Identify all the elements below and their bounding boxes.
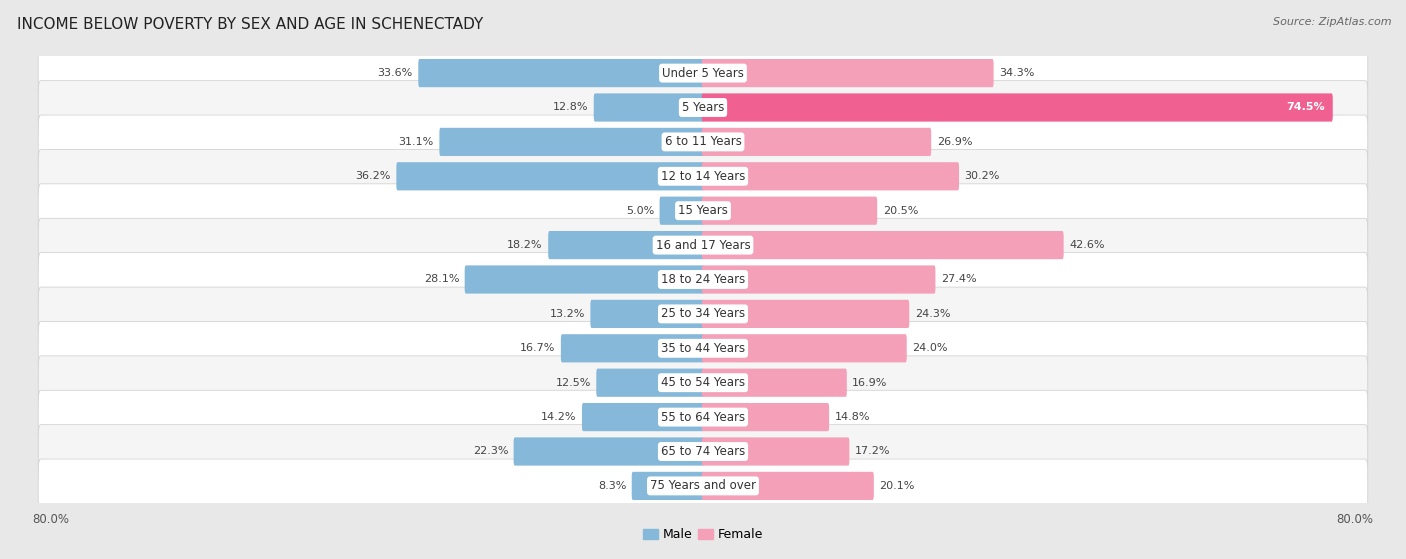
FancyBboxPatch shape	[38, 425, 1368, 479]
Text: Source: ZipAtlas.com: Source: ZipAtlas.com	[1274, 17, 1392, 27]
FancyBboxPatch shape	[38, 149, 1368, 203]
FancyBboxPatch shape	[631, 472, 704, 500]
Text: 36.2%: 36.2%	[356, 171, 391, 181]
Text: 27.4%: 27.4%	[941, 274, 977, 285]
FancyBboxPatch shape	[464, 266, 704, 293]
FancyBboxPatch shape	[38, 253, 1368, 306]
FancyBboxPatch shape	[38, 321, 1368, 375]
Legend: Male, Female: Male, Female	[638, 523, 768, 546]
Text: 16 and 17 Years: 16 and 17 Years	[655, 239, 751, 252]
Text: 34.3%: 34.3%	[1000, 68, 1035, 78]
Text: 25 to 34 Years: 25 to 34 Years	[661, 307, 745, 320]
FancyBboxPatch shape	[38, 46, 1368, 100]
FancyBboxPatch shape	[38, 218, 1368, 272]
Text: 14.2%: 14.2%	[541, 412, 576, 422]
Text: 45 to 54 Years: 45 to 54 Years	[661, 376, 745, 389]
FancyBboxPatch shape	[513, 437, 704, 466]
Text: 12.8%: 12.8%	[553, 102, 588, 112]
FancyBboxPatch shape	[702, 231, 1064, 259]
Text: 65 to 74 Years: 65 to 74 Years	[661, 445, 745, 458]
Text: 13.2%: 13.2%	[550, 309, 585, 319]
Text: 20.1%: 20.1%	[879, 481, 915, 491]
Text: 35 to 44 Years: 35 to 44 Years	[661, 342, 745, 355]
Text: 12 to 14 Years: 12 to 14 Years	[661, 170, 745, 183]
Text: 14.8%: 14.8%	[835, 412, 870, 422]
FancyBboxPatch shape	[702, 334, 907, 362]
FancyBboxPatch shape	[702, 368, 846, 397]
FancyBboxPatch shape	[702, 437, 849, 466]
FancyBboxPatch shape	[702, 300, 910, 328]
FancyBboxPatch shape	[659, 197, 704, 225]
FancyBboxPatch shape	[702, 93, 1333, 122]
FancyBboxPatch shape	[702, 162, 959, 191]
Text: 55 to 64 Years: 55 to 64 Years	[661, 411, 745, 424]
Text: 80.0%: 80.0%	[1337, 513, 1374, 527]
Text: 6 to 11 Years: 6 to 11 Years	[665, 135, 741, 148]
FancyBboxPatch shape	[582, 403, 704, 431]
FancyBboxPatch shape	[593, 93, 704, 122]
FancyBboxPatch shape	[702, 472, 875, 500]
Text: Under 5 Years: Under 5 Years	[662, 67, 744, 79]
FancyBboxPatch shape	[702, 403, 830, 431]
Text: 12.5%: 12.5%	[555, 378, 591, 388]
FancyBboxPatch shape	[548, 231, 704, 259]
FancyBboxPatch shape	[561, 334, 704, 362]
FancyBboxPatch shape	[439, 128, 704, 156]
FancyBboxPatch shape	[38, 390, 1368, 444]
Text: 42.6%: 42.6%	[1069, 240, 1105, 250]
FancyBboxPatch shape	[591, 300, 704, 328]
FancyBboxPatch shape	[596, 368, 704, 397]
Text: 80.0%: 80.0%	[32, 513, 69, 527]
Text: 31.1%: 31.1%	[399, 137, 434, 147]
Text: 24.3%: 24.3%	[915, 309, 950, 319]
FancyBboxPatch shape	[38, 115, 1368, 169]
Text: INCOME BELOW POVERTY BY SEX AND AGE IN SCHENECTADY: INCOME BELOW POVERTY BY SEX AND AGE IN S…	[17, 17, 484, 32]
Text: 8.3%: 8.3%	[598, 481, 626, 491]
Text: 22.3%: 22.3%	[472, 447, 508, 457]
Text: 16.7%: 16.7%	[520, 343, 555, 353]
FancyBboxPatch shape	[702, 128, 931, 156]
Text: 24.0%: 24.0%	[912, 343, 948, 353]
Text: 5.0%: 5.0%	[626, 206, 654, 216]
FancyBboxPatch shape	[38, 184, 1368, 238]
FancyBboxPatch shape	[38, 356, 1368, 410]
Text: 18 to 24 Years: 18 to 24 Years	[661, 273, 745, 286]
Text: 15 Years: 15 Years	[678, 204, 728, 217]
FancyBboxPatch shape	[702, 197, 877, 225]
Text: 33.6%: 33.6%	[378, 68, 413, 78]
FancyBboxPatch shape	[396, 162, 704, 191]
FancyBboxPatch shape	[419, 59, 704, 87]
Text: 17.2%: 17.2%	[855, 447, 890, 457]
FancyBboxPatch shape	[38, 287, 1368, 341]
Text: 18.2%: 18.2%	[508, 240, 543, 250]
Text: 28.1%: 28.1%	[423, 274, 460, 285]
Text: 26.9%: 26.9%	[936, 137, 972, 147]
FancyBboxPatch shape	[38, 459, 1368, 513]
FancyBboxPatch shape	[702, 266, 935, 293]
Text: 75 Years and over: 75 Years and over	[650, 480, 756, 492]
Text: 5 Years: 5 Years	[682, 101, 724, 114]
Text: 16.9%: 16.9%	[852, 378, 887, 388]
Text: 30.2%: 30.2%	[965, 171, 1000, 181]
Text: 20.5%: 20.5%	[883, 206, 918, 216]
FancyBboxPatch shape	[702, 59, 994, 87]
Text: 74.5%: 74.5%	[1286, 102, 1324, 112]
FancyBboxPatch shape	[38, 80, 1368, 134]
